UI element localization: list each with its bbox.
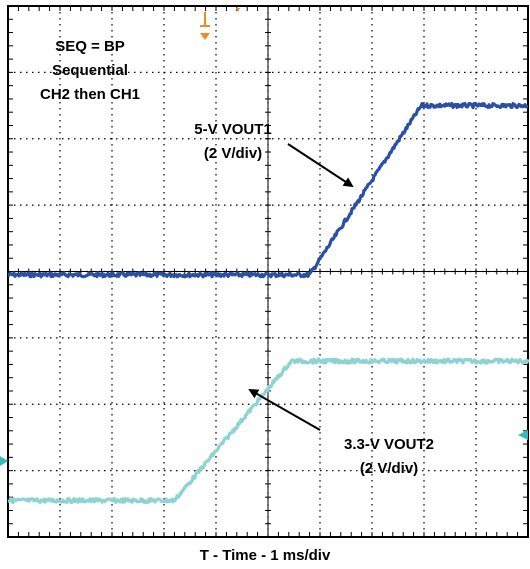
series-2-label: 3.3-V VOUT2 (344, 436, 434, 453)
annotation-line-2: Sequential (52, 62, 128, 79)
series-2-arrow (248, 389, 321, 431)
axes (7, 5, 529, 538)
series-1-arrow (287, 143, 354, 188)
annotation-line-3: CH2 then CH1 (40, 86, 140, 103)
x-axis-label: T - Time - 1 ms/div (200, 547, 331, 564)
annotation-line-1: SEQ = BP (55, 38, 125, 55)
trigger-arrow-icon (200, 33, 210, 40)
series-1-label: 5-V VOUT1 (194, 121, 272, 138)
series-1-trace (7, 101, 529, 279)
series-2-trace (7, 357, 530, 505)
ch2-level-marker-icon (518, 430, 528, 440)
series-2-scale: (2 V/div) (360, 460, 418, 477)
trigger-tick-icon (236, 8, 240, 12)
series-1-scale: (2 V/div) (204, 145, 262, 162)
traces (7, 101, 530, 505)
markers (0, 8, 528, 466)
ch2-ground-marker-icon (0, 456, 8, 466)
